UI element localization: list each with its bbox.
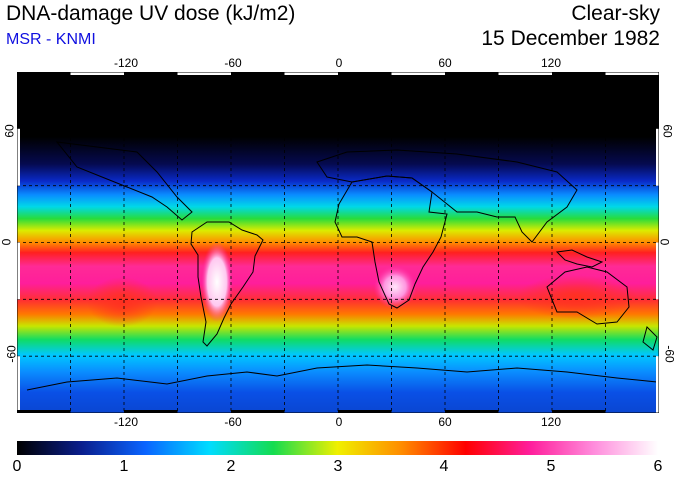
frame-ticks (17, 72, 659, 413)
lat-tick-left: 60 (2, 124, 17, 138)
africa-uv-maximum (373, 265, 417, 309)
lat-tick-right: 0 (657, 238, 672, 246)
lon-tick-bottom: 60 (438, 415, 452, 429)
andes-uv-maximum (201, 242, 233, 322)
map-title: DNA-damage UV dose (kJ/m2) (6, 2, 296, 25)
lon-tick-bottom: 120 (540, 415, 562, 429)
lon-tick-bottom: 0 (335, 415, 343, 429)
north-america-outline (55, 141, 193, 221)
lat-tick-right: 60 (660, 124, 675, 138)
colorbar-gradient (17, 441, 658, 455)
eurasia-outline (316, 149, 578, 243)
colorbar-label: 1 (119, 458, 129, 475)
colorbar-label: 5 (546, 458, 556, 475)
graticule (17, 72, 659, 413)
uv-red-region (87, 277, 157, 327)
colorbar-label: 3 (333, 458, 343, 475)
indonesia-outline (555, 249, 604, 268)
sky-condition-label: Clear-sky (571, 2, 660, 25)
lon-tick-top: -60 (224, 56, 242, 70)
lon-tick-top: -120 (113, 56, 139, 70)
data-source-label: MSR - KNMI (6, 31, 96, 48)
south-america-outline (190, 221, 264, 347)
africa-outline (334, 175, 448, 309)
lat-tick-right: -60 (662, 345, 677, 363)
frame-ticks-bottom (17, 410, 606, 413)
lon-tick-top: 60 (438, 56, 452, 70)
lon-tick-bottom: -60 (224, 415, 242, 429)
lat-tick-left: 0 (0, 238, 14, 246)
lon-tick-top: 120 (540, 56, 562, 70)
antarctica-outline (26, 364, 658, 391)
australia-outline (546, 266, 630, 325)
coastlines (26, 141, 658, 391)
lon-tick-bottom: -120 (113, 415, 139, 429)
uv-dose-map (17, 72, 659, 413)
colorbar-label: 4 (439, 458, 449, 475)
colorbar-label: 6 (653, 458, 663, 475)
colorbar-label: 2 (226, 458, 236, 475)
uv-red-region (517, 275, 637, 319)
colorbar-label: 0 (12, 458, 22, 475)
lon-tick-top: 0 (335, 56, 343, 70)
new-zealand-outline (642, 326, 658, 351)
date-label: 15 December 1982 (481, 27, 660, 50)
uv-colorbar (17, 441, 658, 455)
